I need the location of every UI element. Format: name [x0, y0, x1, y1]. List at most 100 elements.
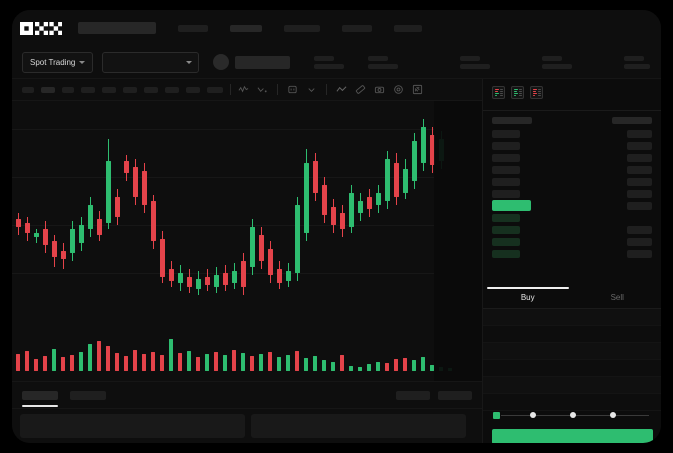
- nav-search-field[interactable]: [78, 22, 156, 34]
- ruler-icon[interactable]: [355, 84, 366, 95]
- nav-item-5[interactable]: [394, 24, 422, 32]
- tab-buy-label: Buy: [520, 293, 535, 302]
- timeframe-option[interactable]: [165, 86, 179, 93]
- nav-item-2[interactable]: [230, 24, 262, 32]
- orderbook-ask-row[interactable]: [492, 129, 652, 138]
- tab-buy[interactable]: Buy: [483, 287, 573, 308]
- timeframe-option-active[interactable]: [41, 86, 55, 93]
- okx-logo[interactable]: [20, 21, 62, 35]
- submit-order-button[interactable]: [492, 429, 653, 443]
- volume-series: [12, 326, 482, 371]
- candle-body: [367, 197, 372, 209]
- orders-empty-row: [251, 414, 466, 438]
- tab-sell[interactable]: Sell: [573, 287, 662, 308]
- spot-trading-selector[interactable]: Spot Trading: [22, 51, 94, 73]
- orderbook-ask-row[interactable]: [492, 153, 652, 162]
- candle-body: [394, 163, 399, 197]
- candle-body: [421, 127, 426, 163]
- candlestick-series: [12, 101, 482, 296]
- candle-body: [61, 251, 66, 259]
- order-form-field[interactable]: [483, 343, 661, 360]
- candle-body: [322, 185, 327, 215]
- indicator-icon[interactable]: [238, 84, 249, 95]
- candle-body: [331, 207, 336, 225]
- candle-body: [16, 219, 21, 227]
- order-form-field[interactable]: [483, 326, 661, 343]
- orderbook-ask-row[interactable]: [492, 177, 652, 186]
- orders-action-2[interactable]: [438, 390, 472, 400]
- nav-item-1[interactable]: [178, 24, 208, 32]
- orderbook-sidebar: Buy Sell: [482, 79, 661, 443]
- volume-bar: [25, 351, 29, 371]
- amount-slider[interactable]: [492, 409, 653, 421]
- orders-action-1[interactable]: [396, 390, 430, 400]
- slider-handle[interactable]: [492, 411, 501, 420]
- nav-item-3[interactable]: [284, 24, 320, 32]
- volume-bar: [205, 354, 209, 371]
- candle-body: [241, 261, 246, 287]
- depth-asks-icon[interactable]: [530, 86, 543, 99]
- price-chart[interactable]: [12, 101, 482, 381]
- orderbook-bid-row[interactable]: [492, 249, 652, 258]
- volume-bar: [106, 346, 110, 371]
- timeframe-option[interactable]: [81, 86, 95, 93]
- volume-bar: [313, 356, 317, 371]
- depth-bids-icon[interactable]: [511, 86, 524, 99]
- ask-size: [627, 165, 652, 174]
- fullscreen-icon[interactable]: [412, 84, 423, 95]
- candle-body: [412, 141, 417, 181]
- orderbook-ask-row[interactable]: [492, 141, 652, 150]
- bar: [532, 91, 537, 92]
- orderbook-ask-row[interactable]: [492, 189, 652, 198]
- compare-icon[interactable]: [257, 84, 268, 95]
- volume-bar: [412, 360, 416, 371]
- volume-bar: [142, 354, 146, 371]
- orderbook-bid-row[interactable]: [492, 225, 652, 234]
- bid-size: [627, 249, 652, 258]
- alert-icon[interactable]: [287, 84, 298, 95]
- timeframe-option[interactable]: [22, 86, 34, 93]
- slider-mark[interactable]: [610, 412, 616, 418]
- orders-tab-history[interactable]: [70, 390, 106, 400]
- volume-bar: [232, 350, 236, 371]
- order-form-field[interactable]: [483, 377, 661, 394]
- device-screen: Spot Trading: [12, 10, 661, 443]
- stat-label: [624, 55, 645, 61]
- pair-select[interactable]: [102, 51, 200, 73]
- slider-mark[interactable]: [530, 412, 536, 418]
- candle-body: [277, 269, 282, 283]
- line-chart-icon[interactable]: [336, 84, 347, 95]
- camera-icon[interactable]: [374, 84, 385, 95]
- orders-tab-label: [22, 390, 58, 400]
- order-form-field[interactable]: [483, 394, 661, 411]
- orderbook-bid-row[interactable]: [492, 237, 652, 246]
- slider-mark[interactable]: [570, 412, 576, 418]
- volume-bar: [367, 364, 371, 371]
- volume-bar: [196, 357, 200, 371]
- timeframe-option[interactable]: [144, 86, 158, 93]
- market-stat: [460, 55, 491, 69]
- chart-gridline: [12, 129, 482, 130]
- volume-bar: [133, 350, 137, 371]
- settings-gear-icon[interactable]: [393, 84, 404, 95]
- stat-label: [460, 55, 481, 61]
- depth-both-icon[interactable]: [492, 86, 505, 99]
- chevron-down-icon[interactable]: [306, 84, 317, 95]
- volume-bar: [115, 353, 119, 371]
- order-form-field[interactable]: [483, 309, 661, 326]
- timeframe-option[interactable]: [186, 86, 200, 93]
- orderbook-ask-row[interactable]: [492, 165, 652, 174]
- volume-bar: [43, 356, 47, 371]
- timeframe-option[interactable]: [207, 86, 223, 93]
- volume-bar: [61, 357, 65, 371]
- orderbook-table: [483, 117, 661, 258]
- orders-tab-open[interactable]: [22, 390, 58, 407]
- orders-empty-row: [20, 414, 245, 438]
- ask-price: [492, 189, 520, 198]
- nav-item-4[interactable]: [342, 24, 372, 32]
- timeframe-option[interactable]: [102, 86, 116, 93]
- timeframe-option[interactable]: [123, 86, 137, 93]
- order-form-field[interactable]: [483, 360, 661, 377]
- timeframe-option[interactable]: [62, 86, 74, 93]
- orderbook-bid-row[interactable]: [492, 213, 652, 222]
